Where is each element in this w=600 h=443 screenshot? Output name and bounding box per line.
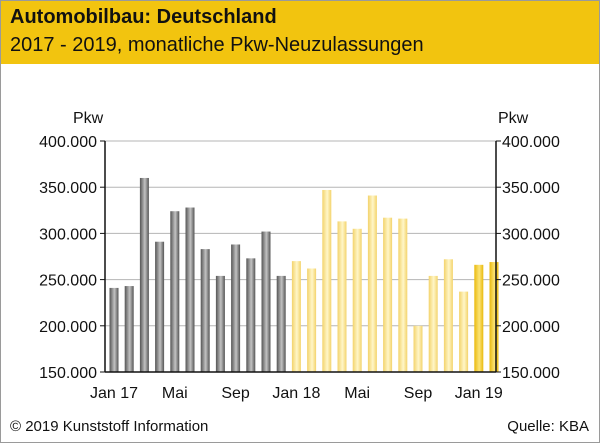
source-note: Quelle: KBA [507, 418, 589, 435]
x-tick-label: Sep [221, 385, 250, 402]
bar-m-r-17 [139, 177, 149, 372]
y-tick-label-left: 350.000 [39, 180, 97, 197]
y-tick-label-left: 250.000 [39, 273, 97, 290]
bar-jul-18 [383, 217, 393, 372]
bar-jan-18 [291, 261, 301, 372]
bar-feb-19 [489, 262, 499, 372]
bar-jun-18 [367, 195, 377, 372]
bar-jun-17 [185, 207, 195, 372]
bar-jan-17 [109, 287, 119, 372]
bar-nov-18 [443, 259, 453, 372]
copyright-note: © 2019 Kunststoff Information [10, 418, 209, 435]
bar-okt-18 [428, 275, 438, 372]
x-tick-label: Sep [404, 385, 433, 402]
bar-okt-17 [246, 258, 256, 372]
x-tick-label: Mai [162, 385, 188, 402]
bar-jul-17 [200, 249, 210, 372]
x-tick-label: Jan 17 [90, 385, 138, 402]
x-tick-label: Jan 19 [455, 385, 503, 402]
bar-sep-18 [413, 325, 423, 372]
bar-dez-18 [459, 291, 469, 372]
bar-aug-18 [398, 218, 408, 372]
y-tick-label-right: 250.000 [502, 273, 560, 290]
bar-apr-18 [337, 221, 347, 372]
x-tick-label: Jan 18 [272, 385, 320, 402]
bar-feb-18 [307, 268, 317, 372]
y-tick-label-right: 350.000 [502, 180, 560, 197]
bar-sep-17 [231, 244, 241, 372]
chart-title: Automobilbau: Deutschland [10, 6, 277, 28]
y-tick-label-left: 150.000 [39, 365, 97, 382]
y-tick-label-left: 400.000 [39, 134, 97, 151]
bar-jan-19 [474, 264, 484, 372]
chart-subtitle: 2017 - 2019, monatliche Pkw-Neuzulassung… [10, 34, 424, 56]
y-tick-label-left: 300.000 [39, 226, 97, 243]
bar-feb-17 [124, 286, 134, 372]
y-tick-label-right: 200.000 [502, 319, 560, 336]
bar-dez-17 [276, 275, 286, 372]
y-tick-label-right: 150.000 [502, 365, 560, 382]
bar-apr-17 [155, 241, 165, 372]
bar-mai-17 [170, 211, 180, 372]
chart-header: Automobilbau: Deutschland 2017 - 2019, m… [1, 1, 599, 64]
bar-aug-17 [215, 275, 225, 372]
y-tick-label-right: 400.000 [502, 134, 560, 151]
bar-m-r-18 [322, 189, 332, 372]
y-unit-label-left: Pkw [73, 110, 104, 127]
bar-mai-18 [352, 228, 362, 372]
y-unit-label-right: Pkw [498, 110, 529, 127]
y-tick-label-left: 200.000 [39, 319, 97, 336]
x-tick-label: Mai [344, 385, 370, 402]
y-tick-label-right: 300.000 [502, 226, 560, 243]
bar-nov-17 [261, 231, 271, 372]
